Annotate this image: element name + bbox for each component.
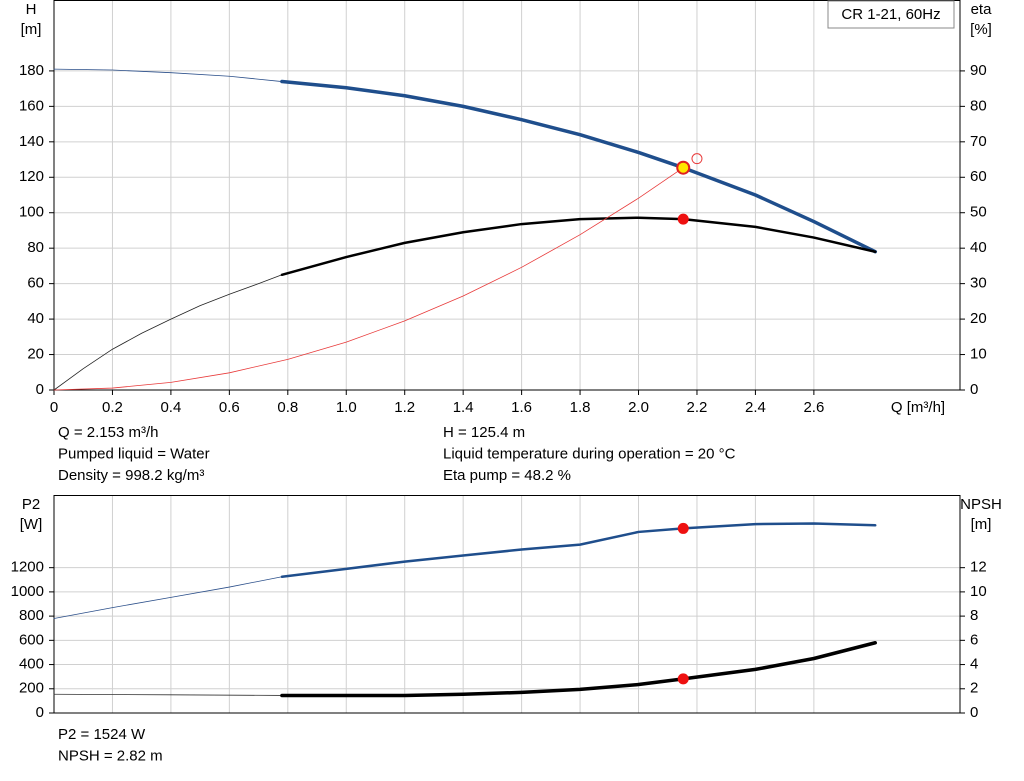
curve: [280, 522, 877, 578]
x-tick-label: 1.8: [570, 399, 591, 416]
info-text: Eta pump = 48.2 %: [443, 467, 571, 484]
y-tick-label: 400: [19, 656, 44, 673]
info-text: Density = 998.2 kg/m³: [58, 467, 204, 484]
x-tick-label: 0.8: [277, 399, 298, 416]
x-tick-label: 0.4: [160, 399, 181, 416]
y-tick-label: 120: [19, 168, 44, 185]
y2-tick-label: 4: [970, 656, 978, 673]
y2-tick-label: 70: [970, 133, 987, 150]
y2-axis-label: [%]: [970, 21, 992, 38]
y-tick-label: 180: [19, 62, 44, 79]
y-axis-label: [m]: [21, 21, 42, 38]
y-tick-label: 80: [27, 239, 44, 256]
x-tick-label: 0: [50, 399, 58, 416]
y2-tick-label: 90: [970, 62, 987, 79]
curve: [53, 167, 684, 391]
y2-tick-label: 6: [970, 631, 978, 648]
y-tick-label: 100: [19, 204, 44, 221]
curve: [280, 79, 877, 254]
y-tick-label: 200: [19, 680, 44, 697]
y2-axis-label: [m]: [971, 516, 992, 533]
info-text: P2 = 1524 W: [58, 726, 146, 743]
y2-tick-label: 60: [970, 168, 987, 185]
y2-tick-label: 10: [970, 346, 987, 363]
legend-box: [827, 0, 955, 29]
y-tick-label: 800: [19, 607, 44, 624]
x-tick-label: 1.0: [336, 399, 357, 416]
marker: [677, 213, 689, 225]
info-text: NPSH = 2.82 m: [58, 747, 163, 764]
curve: [280, 216, 877, 277]
y2-tick-label: 10: [970, 583, 987, 600]
y2-tick-label: 2: [970, 680, 978, 697]
y2-tick-label: 0: [970, 704, 978, 721]
x-tick-label: 0.2: [102, 399, 123, 416]
curve: [280, 641, 877, 698]
y2-tick-label: 30: [970, 275, 987, 292]
y-tick-label: 60: [27, 275, 44, 292]
y-axis-label: H: [26, 1, 37, 18]
y2-tick-label: 12: [970, 559, 987, 576]
x-tick-label: 2.0: [628, 399, 649, 416]
y-tick-label: 0: [36, 704, 44, 721]
marker: [677, 673, 689, 685]
info-text: Q = 2.153 m³/h: [58, 424, 158, 441]
y-tick-label: 160: [19, 97, 44, 114]
y-tick-label: 40: [27, 310, 44, 327]
x-tick-label: 0.6: [219, 399, 240, 416]
y-tick-label: 1000: [11, 583, 44, 600]
x-tick-label: 1.4: [453, 399, 474, 416]
y-tick-label: 140: [19, 133, 44, 150]
x-tick-label: 2.6: [803, 399, 824, 416]
y2-tick-label: 8: [970, 607, 978, 624]
y2-tick-label: 40: [970, 239, 987, 256]
marker: [691, 153, 703, 165]
marker: [676, 160, 691, 175]
y2-tick-label: 80: [970, 97, 987, 114]
y2-axis-label: NPSH: [960, 496, 1002, 513]
legend-text: CR 1-21, 60Hz: [841, 6, 940, 23]
curve: [53, 576, 283, 619]
x-tick-label: 1.6: [511, 399, 532, 416]
x-axis-label: Q [m³/h]: [891, 399, 945, 416]
info-text: H = 125.4 m: [443, 424, 525, 441]
y-axis-label: [W]: [20, 516, 43, 533]
y-tick-label: 1200: [11, 559, 44, 576]
y-tick-label: 0: [36, 381, 44, 398]
x-tick-label: 2.4: [745, 399, 766, 416]
y2-tick-label: 0: [970, 381, 978, 398]
y-tick-label: 600: [19, 631, 44, 648]
y-tick-label: 20: [27, 346, 44, 363]
x-tick-label: 2.2: [687, 399, 708, 416]
y2-axis-label: eta: [971, 1, 993, 18]
marker: [677, 522, 689, 534]
y2-tick-label: 20: [970, 310, 987, 327]
x-tick-label: 1.2: [394, 399, 415, 416]
info-text: Liquid temperature during operation = 20…: [443, 445, 736, 462]
curve: [53, 68, 283, 82]
curve: [53, 274, 283, 391]
info-text: Pumped liquid = Water: [58, 445, 210, 462]
y2-tick-label: 50: [970, 204, 987, 221]
curve: [53, 693, 283, 696]
y-axis-label: P2: [22, 496, 40, 513]
